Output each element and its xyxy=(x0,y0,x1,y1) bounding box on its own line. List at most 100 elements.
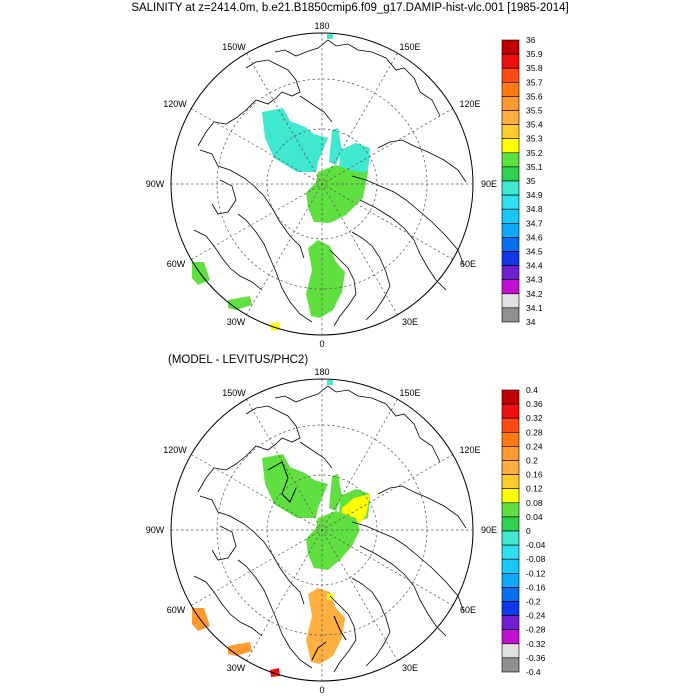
panel2-colorbar-label: 0.24 xyxy=(526,441,543,451)
panel1-colorbar-box xyxy=(501,124,520,139)
panel1-colorbar-box xyxy=(501,39,520,55)
panel1-colorbar-label: 34.2 xyxy=(526,289,543,299)
panel2-colorbar-label: -0.04 xyxy=(526,540,546,550)
panel1-colorbar-label: 35.1 xyxy=(526,162,543,172)
panel2-colorbar-label: -0.12 xyxy=(526,568,546,578)
panel1-colorbar-box xyxy=(501,223,520,238)
panel1-patch-green-lower xyxy=(306,240,345,318)
panel2-patch-yellow-small xyxy=(327,594,333,600)
panel2-colorbar-label: -0.08 xyxy=(526,554,546,564)
panel2-map: 180 0 150W 150E 120W 120E 90W 90E 60W 60… xyxy=(146,367,546,695)
panel1-colorbar-label: 35 xyxy=(526,176,536,186)
panel1-colorbar-box xyxy=(501,293,520,309)
lon-label-150w: 150W xyxy=(222,388,246,398)
lon-label-150e: 150E xyxy=(399,388,420,398)
panel1-colorbar-label: 34.8 xyxy=(526,204,543,214)
panel1-colorbar-label: 34.9 xyxy=(526,190,543,200)
panel2-lon-labels: 180 0 150W 150E 120W 120E 90W 90E 60W 60… xyxy=(146,367,497,695)
lon-label-90w: 90W xyxy=(146,179,165,189)
lon-label-0: 0 xyxy=(319,685,324,695)
panel2-colorbar-label: 0.16 xyxy=(526,470,543,480)
panel2-colorbar-box xyxy=(501,460,520,475)
panel2-colorbar-label: -0.16 xyxy=(526,582,546,592)
panel1-patch-cyan-west xyxy=(262,108,328,172)
panel2-colorbar-box xyxy=(501,403,520,419)
panel1-colorbar-box xyxy=(501,180,520,196)
panel1-colorbar-label: 35.5 xyxy=(526,106,543,116)
lon-label-90e: 90E xyxy=(481,525,497,535)
panel1-patch-cyan-center xyxy=(329,128,342,165)
lon-label-30w: 30W xyxy=(227,663,246,673)
panel1-colorbar-label: 34.1 xyxy=(526,303,543,313)
panel1-colorbar-label: 35.4 xyxy=(526,120,543,130)
panel2-graticule xyxy=(171,379,473,681)
lon-label-120e: 120E xyxy=(459,99,480,109)
panel1-colorbar-label: 35.7 xyxy=(526,77,543,87)
panel1-colorbar-label: 36 xyxy=(526,35,536,45)
lon-label-30e: 30E xyxy=(402,663,418,673)
panel2-colorbar-box xyxy=(501,657,520,673)
panel2-colorbar-box xyxy=(501,474,520,490)
panel2-colorbar: 0.4 0.36 0.32 0.28 0.24 0.2 0.16 0.12 0.08 0.04 0 -… xyxy=(501,385,546,677)
panel2-colorbar-label: 0.12 xyxy=(526,484,543,494)
panel2-colorbar-box xyxy=(501,629,520,645)
panel1-colorbar-label: 35.6 xyxy=(526,91,543,101)
panel1-map: 180 0 150W 150E 120W 120E 90W 90E 60W 60… xyxy=(146,21,543,349)
panel1-colorbar-box xyxy=(501,82,520,97)
lon-label-180: 180 xyxy=(314,21,329,31)
panel2-colorbar-label: -0.36 xyxy=(526,653,546,663)
panel2-contours xyxy=(267,461,347,661)
panel2-colorbar-label: 0.04 xyxy=(526,512,543,522)
panel1-map-boundary xyxy=(170,32,474,336)
panel1-colorbar-box xyxy=(501,251,520,266)
panel2-patch-green-south xyxy=(306,511,360,570)
panel1-colorbar-label: 34.3 xyxy=(526,275,543,285)
panel2-colorbar-box xyxy=(501,587,520,602)
panel2-colorbar-label: 0.32 xyxy=(526,413,543,423)
lon-label-60w: 60W xyxy=(167,259,186,269)
lon-label-150e: 150E xyxy=(399,42,420,52)
lon-label-90e: 90E xyxy=(481,179,497,189)
panel2-colorbar-box xyxy=(501,431,520,447)
panel2-patch-orange-30w xyxy=(228,642,252,656)
lon-label-60e: 60E xyxy=(460,259,476,269)
lon-label-120w: 120W xyxy=(163,99,187,109)
lon-label-150w: 150W xyxy=(222,42,246,52)
lon-label-120w: 120W xyxy=(163,445,187,455)
panel2-colorbar-box xyxy=(501,502,520,518)
lon-label-0: 0 xyxy=(319,339,324,349)
panel2-colorbar-box xyxy=(501,643,520,659)
panel2-colorbar-label: 0.2 xyxy=(526,456,538,466)
panel1-colorbar-label: 34 xyxy=(526,317,536,327)
panel1-colorbar-label: 34.6 xyxy=(526,232,543,242)
panel1-patch-cyan-top xyxy=(327,34,333,39)
panel2-colorbar-label: 0.4 xyxy=(526,385,538,395)
panel1-lon-labels: 180 0 150W 150E 120W 120E 90W 90E 60W 60… xyxy=(146,21,497,349)
panel1-colorbar-label: 34.5 xyxy=(526,247,543,257)
panel2-colorbar-box xyxy=(501,544,520,560)
lon-label-90w: 90W xyxy=(146,525,165,535)
lon-label-60w: 60W xyxy=(167,605,186,615)
panel2-colorbar-box xyxy=(501,389,520,405)
panel1-colorbar-box xyxy=(501,53,520,69)
panel2-colorbar-label: 0 xyxy=(526,526,531,536)
panel1-colorbar-label: 35.3 xyxy=(526,134,543,144)
panel1-colorbar-box xyxy=(501,194,520,210)
panel2-colorbar-label: 0.08 xyxy=(526,498,543,508)
lon-label-180: 180 xyxy=(314,367,329,377)
panel1-patch-green-30w xyxy=(228,296,252,310)
panel1-colorbar-box xyxy=(501,307,520,323)
panel2-colorbar-box xyxy=(501,572,520,588)
lon-label-60e: 60E xyxy=(460,605,476,615)
panel2-patch-green-center xyxy=(329,474,342,511)
panel1-graticule xyxy=(171,33,473,335)
panel1-colorbar-box xyxy=(501,67,520,83)
panel2-colorbar-label: -0.2 xyxy=(526,597,541,607)
panel1-colorbar: 36 35.9 35.8 35.7 35.6 35.5 35.4 35.3 35.2 35.1 35… xyxy=(501,35,543,327)
lon-label-30e: 30E xyxy=(402,317,418,327)
panel2-patch-cyan-top xyxy=(327,380,333,385)
panel2-colorbar-label: 0.36 xyxy=(526,399,543,409)
panel2-colorbar-box xyxy=(501,530,520,546)
figure-title: SALINITY at z=2414.0m, b.e21.B1850cmip6.… xyxy=(131,2,568,14)
